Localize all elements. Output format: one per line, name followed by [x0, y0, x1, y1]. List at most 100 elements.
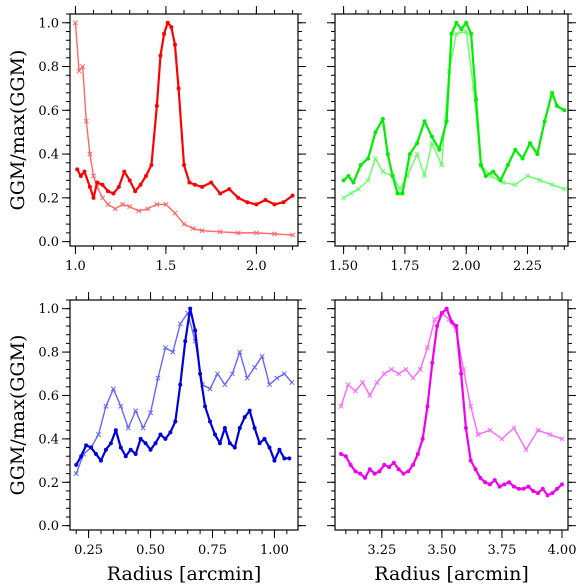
data-point	[94, 452, 99, 457]
data-point	[133, 189, 138, 194]
panel-2: 1.50 1.75 2.00 2.25	[327, 6, 576, 274]
data-point	[415, 141, 420, 146]
data-point	[192, 182, 197, 187]
data-point-x	[468, 403, 474, 409]
data-point-x	[119, 201, 126, 207]
data-point	[511, 484, 516, 489]
data-point-x	[271, 231, 278, 237]
data-point	[521, 486, 526, 491]
data-point	[203, 404, 208, 409]
data-point	[222, 426, 227, 431]
data-point	[492, 478, 497, 483]
y-tick-label: 0.0	[38, 519, 59, 534]
data-point-x	[345, 382, 351, 388]
data-point-x	[511, 425, 517, 431]
data-point-x	[154, 201, 160, 207]
data-point-x	[424, 345, 431, 351]
series-line-2	[75, 307, 290, 466]
data-point-x	[105, 201, 111, 207]
data-point	[554, 103, 559, 108]
series-line-1	[340, 312, 563, 451]
y-tick-label: 1.0	[38, 16, 59, 31]
data-point	[527, 141, 532, 146]
data-point	[89, 445, 94, 450]
data-point	[444, 119, 449, 124]
data-point-x	[72, 20, 78, 26]
x-tick-label: 1.5	[156, 259, 177, 274]
data-point-x	[73, 471, 79, 477]
data-point	[463, 426, 468, 431]
data-point	[382, 462, 387, 467]
data-point	[498, 178, 503, 183]
x-axis-label: Radius [arcmin]	[374, 563, 529, 585]
data-point-x	[352, 388, 358, 394]
data-point-x	[360, 379, 366, 386]
data-point	[497, 484, 502, 489]
data-point-x	[338, 403, 344, 409]
data-point	[79, 454, 84, 459]
data-point	[281, 200, 286, 205]
y-tick-label: 0.2	[38, 476, 59, 491]
data-point-x	[453, 31, 459, 37]
data-point	[449, 319, 454, 324]
data-point-x	[103, 403, 109, 409]
data-point	[153, 441, 158, 446]
data-point-x	[463, 28, 469, 35]
x-tick-label: 2.00	[452, 259, 481, 274]
data-point-x	[125, 425, 131, 431]
data-point	[74, 462, 79, 467]
series-line-2	[76, 21, 294, 206]
x-tick-label: 1.50	[329, 259, 358, 274]
data-point-x	[252, 364, 258, 370]
data-point	[535, 491, 540, 496]
data-point	[149, 163, 154, 168]
data-point	[516, 486, 521, 491]
y-tick-label: 0.2	[38, 191, 59, 206]
data-point-x	[259, 353, 265, 359]
data-point-x	[145, 206, 151, 212]
data-point	[478, 163, 483, 168]
data-point	[550, 90, 555, 95]
data-point-x	[365, 177, 371, 183]
data-point-x	[214, 371, 221, 377]
data-point	[396, 467, 401, 472]
data-point-x	[523, 447, 529, 453]
data-point-x	[499, 436, 505, 442]
data-point	[198, 371, 203, 376]
data-point-x	[112, 206, 118, 212]
data-point	[128, 447, 133, 452]
data-point	[449, 31, 454, 36]
data-point-x	[487, 427, 493, 433]
y-tick-label: 0.6	[38, 104, 59, 119]
data-point-x	[403, 366, 409, 372]
data-point-x	[274, 375, 280, 381]
series-line-1	[343, 30, 565, 199]
data-point	[507, 480, 512, 485]
data-point-x	[133, 408, 139, 414]
x-tick-label: 0.50	[136, 543, 165, 558]
data-point	[380, 117, 385, 122]
data-point	[176, 86, 181, 91]
data-point	[168, 430, 173, 435]
data-point	[108, 441, 113, 446]
y-axis-label: GGM/max(GGM)	[7, 50, 29, 211]
x-tick-label: 3.25	[367, 543, 396, 558]
data-point-x	[199, 228, 205, 234]
data-point-x	[80, 63, 86, 70]
data-point	[116, 184, 121, 189]
data-point	[263, 198, 268, 203]
series-line-2	[342, 21, 565, 195]
data-point	[358, 471, 363, 476]
data-point	[111, 191, 116, 196]
data-point	[272, 458, 277, 463]
data-point	[187, 180, 192, 185]
y-tick-label: 0.8	[38, 346, 59, 361]
data-point	[82, 169, 87, 174]
data-point-x	[170, 349, 176, 355]
data-point	[188, 306, 193, 311]
data-point	[236, 195, 241, 200]
data-point	[366, 156, 371, 161]
data-point	[562, 108, 567, 113]
data-point	[545, 493, 550, 498]
data-point-x	[163, 201, 169, 207]
